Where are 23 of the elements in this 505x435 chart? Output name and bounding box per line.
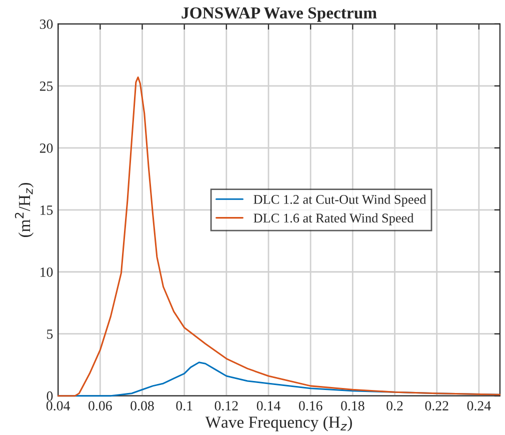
x-tick-label: 0.2	[386, 401, 403, 411]
x-tick-label: 0.24	[467, 401, 491, 411]
x-tick-label: 0.08	[130, 401, 154, 411]
chart-title: JONSWAP Wave Spectrum	[182, 7, 377, 22]
x-tick-label: 0.16	[298, 401, 322, 411]
x-tick-label: 0.04	[46, 401, 70, 411]
x-tick-label: 0.06	[88, 401, 112, 411]
x-tick-label: 0.1	[176, 401, 192, 411]
y-tick-label: 0	[46, 391, 53, 401]
y-tick-label: 15	[40, 206, 53, 215]
y-tick-label: 5	[47, 330, 53, 339]
legend-label: DLC 1.6 at Rated Wind Speed	[254, 213, 414, 226]
y-tick-label: 30	[40, 20, 53, 29]
y-tick-label: 10	[40, 267, 53, 277]
legend-label: DLC 1.2 at Cut-Out Wind Speed	[254, 194, 426, 207]
x-tick-label: 0.22	[425, 401, 448, 411]
y-axis-title: (m$^{2}$/H$_{z}$)	[14, 182, 34, 237]
y-tick-label: 20	[40, 143, 53, 153]
x-tick-label: 0.12	[214, 401, 238, 411]
x-tick-label: 0.18	[341, 401, 364, 411]
y-tick-label: 25	[40, 82, 53, 91]
x-axis-title: Wave Frequency (H$_{z}$)	[205, 416, 352, 432]
x-tick-label: 0.14	[256, 401, 280, 411]
